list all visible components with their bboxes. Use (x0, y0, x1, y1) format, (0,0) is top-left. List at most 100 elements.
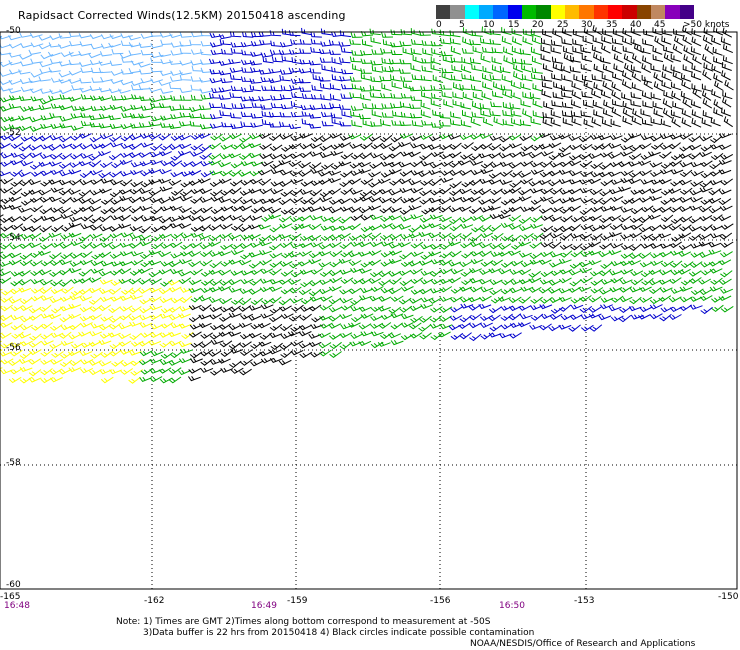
wind-barb (269, 286, 282, 292)
wind-barb (620, 269, 634, 275)
wind-barb (421, 91, 432, 99)
wind-barb (491, 56, 503, 65)
wind-barb (148, 270, 162, 278)
wind-barb (632, 108, 642, 119)
wind-barb (679, 144, 692, 152)
wind-barb (448, 324, 462, 331)
wind-barb (719, 278, 732, 286)
wind-barb (109, 135, 122, 143)
wind-barb (150, 31, 163, 37)
wind-barb (218, 33, 232, 40)
wind-barb (598, 315, 612, 321)
wind-barb (720, 178, 733, 186)
wind-barb (548, 325, 562, 332)
wind-barb (489, 279, 503, 286)
wind-barb (99, 161, 113, 169)
wind-barb (130, 340, 144, 347)
wind-barb (670, 169, 684, 175)
wind-barb (250, 41, 264, 47)
wind-barb (339, 179, 352, 188)
wind-barb (280, 287, 294, 295)
wind-barb (250, 360, 264, 367)
wind-barb (288, 286, 302, 294)
wind-barb (448, 277, 461, 284)
wind-barb (160, 307, 174, 314)
wind-barb (583, 99, 594, 108)
wind-barb (390, 340, 404, 346)
wind-barb (530, 232, 544, 240)
wind-barb (379, 75, 392, 82)
wind-barb (409, 103, 422, 109)
wind-barb (250, 31, 263, 38)
wind-barb (550, 45, 562, 54)
wind-barb (678, 206, 692, 213)
wind-barb (30, 278, 44, 285)
wind-barb (68, 51, 82, 57)
wind-barb (490, 232, 504, 240)
wind-barb (530, 305, 543, 311)
wind-barb (439, 216, 452, 223)
wind-barb (58, 72, 72, 78)
wind-barb (399, 58, 412, 65)
wind-barb (179, 60, 193, 66)
wind-barb (538, 259, 552, 265)
wind-barb (261, 85, 274, 91)
wind-barb (68, 367, 82, 373)
wind-barb (710, 214, 723, 222)
wind-barb (70, 278, 84, 284)
wind-barb (168, 340, 182, 347)
wind-barb (669, 241, 682, 249)
wind-barb (539, 196, 553, 202)
wind-barb (389, 178, 402, 186)
wind-barb (482, 65, 493, 74)
wind-barb (240, 161, 254, 167)
wind-barb (78, 189, 92, 197)
wind-barb (318, 261, 332, 268)
wind-barb (390, 313, 404, 319)
wind-barb (0, 351, 13, 357)
wind-barb (358, 268, 372, 274)
wind-barb (199, 113, 212, 119)
wind-barb (659, 134, 673, 140)
wind-barb (168, 376, 182, 384)
wind-barb (447, 134, 461, 140)
wind-barb (99, 288, 112, 295)
legend-label: 0 (436, 20, 442, 30)
wind-barb (310, 93, 323, 100)
wind-barb (218, 269, 232, 276)
wind-barb (308, 259, 322, 265)
wind-barb (699, 180, 713, 188)
wind-barb (148, 121, 161, 127)
wind-barb (139, 315, 153, 321)
wind-barb (119, 261, 132, 267)
wind-barb (70, 125, 84, 131)
wind-barb (489, 135, 503, 141)
wind-barb (40, 377, 54, 384)
wind-barb (621, 70, 632, 81)
wind-barb (169, 83, 181, 90)
wind-barb (309, 296, 323, 302)
wind-barb (228, 305, 241, 313)
wind-barb (497, 214, 511, 220)
wind-barb (428, 251, 442, 257)
wind-barb (540, 187, 554, 195)
wind-barb (551, 56, 563, 64)
wind-barb (328, 216, 342, 224)
wind-barb (0, 153, 14, 159)
wind-barb (169, 105, 182, 111)
wind-barb (429, 269, 443, 277)
wind-barb (703, 62, 714, 72)
wind-barb (682, 34, 692, 46)
wind-barb (721, 70, 731, 81)
wind-barb (720, 288, 733, 294)
wind-barb (541, 81, 553, 90)
legend-labels: 0 5 10 15 20 25 30 35 40 45 >50 knots (436, 19, 736, 31)
wind-barb (439, 112, 451, 119)
wind-barb (278, 298, 292, 306)
wind-barb (190, 143, 203, 151)
wind-barb (511, 57, 523, 65)
wind-barb (608, 250, 622, 256)
wind-barb (370, 341, 384, 349)
wind-barb (29, 88, 43, 94)
wind-barb (109, 315, 122, 323)
